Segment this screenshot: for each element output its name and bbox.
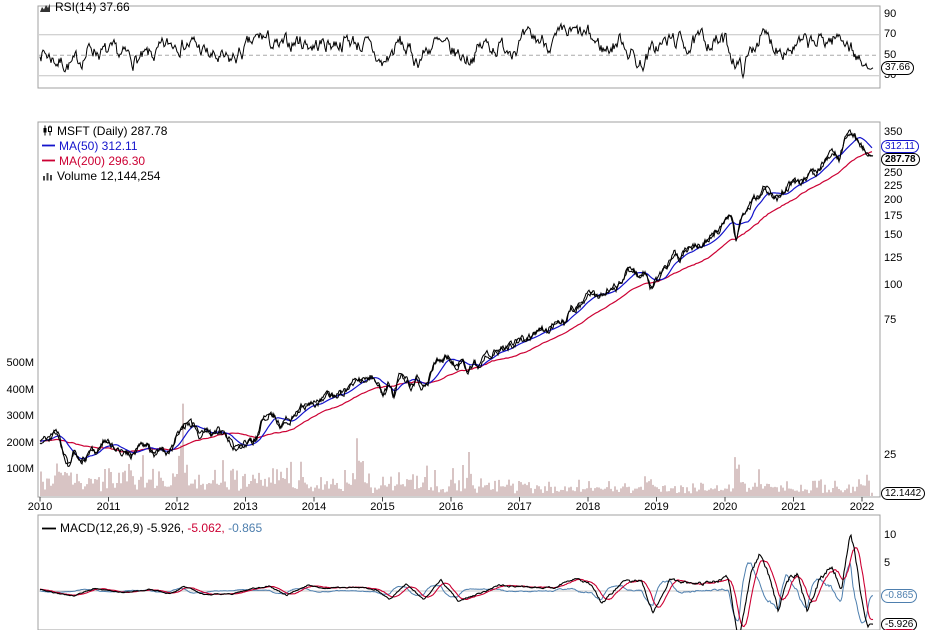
macd-signal-series	[39, 547, 874, 628]
price-legend-label: MA(200) 296.30	[59, 153, 146, 168]
price-y-axis-label: 175	[884, 210, 903, 223]
price-legend-row: Volume 12,144,254	[42, 168, 167, 183]
x-axis-year-label: 2014	[301, 501, 327, 513]
price-line-series	[39, 132, 874, 467]
rsi-panel-border	[37, 5, 881, 89]
macd-histogram-badge: -0.865	[881, 589, 918, 603]
x-axis-year-label: 2011	[96, 501, 121, 513]
rsi-legend: RSI(14) 37.66	[40, 0, 130, 14]
price-y-axis-label: 25	[884, 448, 897, 461]
volume-y-axis-label: 300M	[6, 410, 34, 422]
price-y-axis-label: 250	[884, 166, 903, 179]
price-y-axis-label: 100	[884, 278, 903, 291]
line-swatch-icon	[42, 156, 55, 165]
price-y-axis-label: 75	[884, 314, 897, 327]
ma50-line-series	[39, 136, 873, 460]
price-legend-row: MA(200) 296.30	[42, 153, 167, 168]
price-legend-row: MSFT (Daily) 287.78	[42, 123, 167, 138]
volume-y-axis-label: 200M	[6, 436, 34, 449]
macd-line-swatch-icon	[42, 524, 56, 533]
rsi-line-series	[39, 22, 874, 80]
x-axis-year-label: 2013	[233, 501, 258, 513]
rsi-last-value-badge: 37.66	[881, 61, 915, 75]
x-axis-year-label: 2012	[164, 501, 190, 513]
price-panel-border	[37, 121, 881, 498]
macd-legend: MACD(12,26,9) -5.926, -5.062, -0.865	[42, 521, 262, 535]
rsi-y-axis-label: 90	[884, 7, 897, 20]
price-y-axis-label: 150	[884, 229, 903, 242]
price-legend-label: MSFT (Daily) 287.78	[57, 123, 168, 138]
macd-legend-part: MACD(12,26,9) -5.926,	[60, 521, 188, 535]
x-axis-year-label: 2010	[27, 501, 53, 513]
price-y-axis-label: 200	[884, 193, 903, 206]
volume-bars-series	[40, 403, 873, 496]
x-axis-year-label: 2021	[781, 501, 806, 513]
x-axis-year-label: 2018	[575, 501, 601, 513]
ma50-value-badge: 312.11	[881, 139, 919, 154]
price-legend-row: MA(50) 312.11	[42, 138, 167, 153]
macd-legend-text: MACD(12,26,9) -5.926, -5.062, -0.865	[60, 521, 262, 535]
last-price-badge: 287.78	[881, 152, 920, 167]
macd-value-badge: -5.926	[881, 617, 918, 630]
line-swatch-icon	[42, 141, 55, 150]
macd-line-series	[39, 533, 874, 630]
volume-y-axis-label: 500M	[6, 357, 34, 369]
ma200-line-series	[39, 151, 873, 453]
price-legend: MSFT (Daily) 287.78 MA(50) 312.11 MA(200) …	[42, 123, 167, 183]
candlestick-icon	[42, 125, 53, 136]
x-axis-year-label: 2019	[644, 501, 669, 513]
x-axis-year-label: 2020	[712, 501, 738, 513]
x-axis-year-label: 2022	[849, 501, 875, 513]
x-axis-year-label: 2017	[507, 501, 532, 513]
macd-legend-part: -5.062,	[187, 521, 229, 535]
volume-y-axis-label: 100M	[6, 463, 34, 475]
x-axis-year-label: 2015	[370, 501, 395, 513]
price-legend-label: Volume 12,144,254	[57, 168, 161, 183]
price-y-axis-label: 225	[884, 179, 903, 192]
price-y-axis-label: 125	[884, 251, 903, 264]
volume-bars-icon	[42, 170, 53, 181]
rsi-legend-label: RSI(14) 37.66	[55, 0, 130, 14]
macd-y-axis-label: 5	[884, 556, 891, 569]
rsi-y-axis-label: 70	[884, 28, 897, 41]
price-y-axis-label: 350	[884, 125, 903, 138]
rsi-indicator-icon	[40, 2, 51, 13]
macd-legend-part: -0.865	[228, 521, 263, 535]
price-legend-label: MA(50) 312.11	[59, 138, 138, 153]
volume-value-badge: 12.1442	[881, 486, 926, 500]
volume-y-axis-label: 400M	[6, 383, 34, 396]
rsi-y-axis-label: 50	[884, 48, 897, 61]
macd-y-axis-label: 10	[884, 528, 897, 541]
x-axis-year-label: 2016	[438, 501, 464, 513]
macd-panel-border	[37, 514, 881, 630]
